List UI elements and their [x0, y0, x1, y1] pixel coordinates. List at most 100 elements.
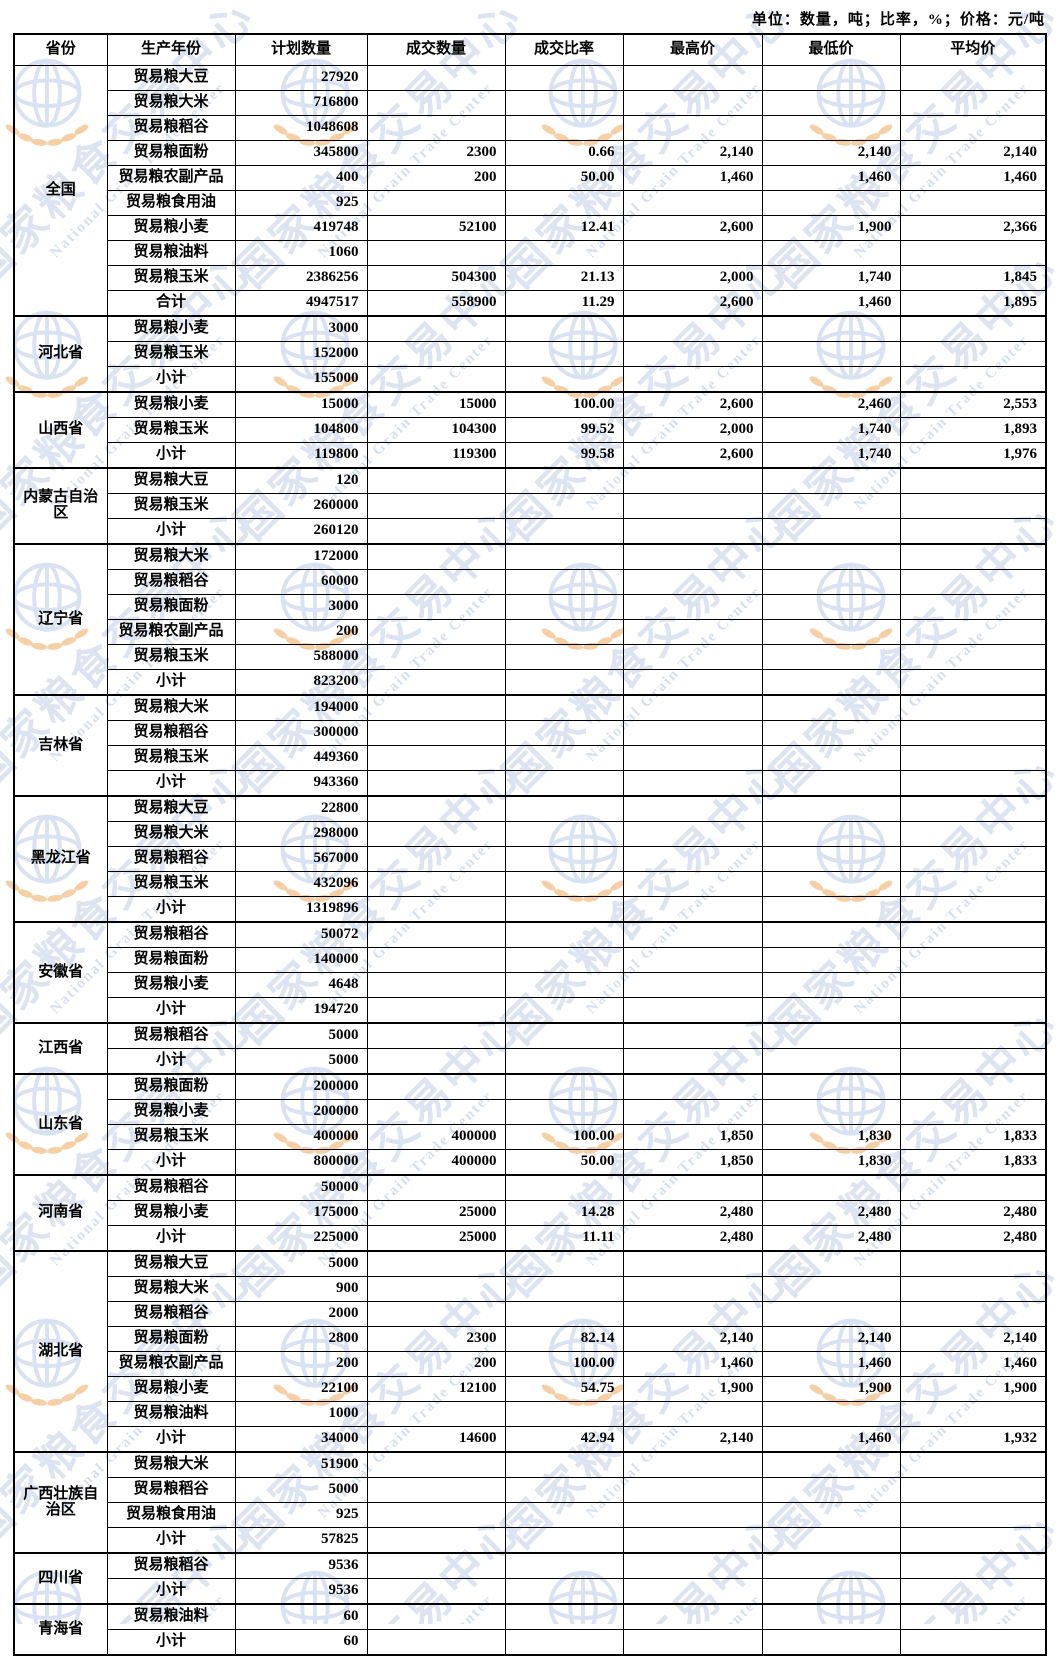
table-row: 贸易粮小麦 200000 — [14, 1099, 1047, 1125]
value-cell: 1,900 — [761, 1376, 901, 1402]
year-variety-cell: 小计 — [106, 669, 236, 696]
province-cell: 吉林省 — [13, 694, 108, 797]
value-cell — [622, 315, 763, 342]
value-cell — [504, 240, 624, 266]
value-cell — [504, 947, 624, 973]
table-body: 全国 贸易粮大豆 27920 贸易粮大米 716800 贸易粮稻谷 1048608 贸易粮面粉… — [13, 65, 1047, 1656]
value-cell: 52100 — [366, 215, 506, 241]
value-cell: 1,460 — [761, 165, 901, 191]
value-cell: 9536 — [234, 1578, 368, 1605]
value-cell: 925 — [234, 1502, 368, 1528]
year-variety-cell: 贸易粮稻谷 — [106, 720, 236, 746]
value-cell — [899, 190, 1047, 216]
value-cell: 140000 — [234, 947, 368, 973]
value-cell — [899, 694, 1047, 721]
value-cell — [899, 795, 1047, 822]
year-variety-cell: 贸易粮玉米 — [106, 1124, 236, 1150]
value-cell — [622, 90, 763, 116]
table-row: 小计 34000 14600 42.94 2,140 1,460 1,932 — [14, 1426, 1047, 1453]
value-cell — [622, 947, 763, 973]
year-variety-cell: 贸易粮大米 — [106, 821, 236, 847]
value-cell: 9536 — [234, 1552, 368, 1579]
value-cell — [622, 1276, 763, 1302]
table-row: 贸易粮面粉 3000 — [14, 594, 1047, 620]
year-variety-cell: 贸易粮小麦 — [106, 1376, 236, 1402]
value-cell — [366, 594, 506, 620]
year-variety-cell: 贸易粮大豆 — [106, 795, 236, 822]
header-row: 省份 生产年份 计划数量 成交数量 成交比率 最高价 最低价 平均价 — [13, 33, 1047, 66]
value-cell: 1,976 — [899, 442, 1047, 469]
year-variety-cell: 贸易粮稻谷 — [106, 1552, 236, 1579]
value-cell — [622, 594, 763, 620]
value-cell: 823200 — [234, 669, 368, 696]
value-cell — [504, 1603, 624, 1630]
value-cell: 3000 — [234, 315, 368, 342]
value-cell — [366, 770, 506, 797]
table-row: 贸易粮食用油 925 — [14, 1502, 1047, 1528]
value-cell — [761, 190, 901, 216]
value-cell — [899, 1629, 1047, 1656]
province-cell: 湖北省 — [13, 1250, 108, 1453]
value-cell: 716800 — [234, 90, 368, 116]
value-cell: 82.14 — [504, 1326, 624, 1352]
value-cell: 34000 — [234, 1426, 368, 1453]
value-cell — [366, 190, 506, 216]
value-cell — [761, 694, 901, 721]
value-cell: 22100 — [234, 1376, 368, 1402]
value-cell: 2,140 — [622, 1326, 763, 1352]
value-cell — [761, 366, 901, 393]
value-cell — [366, 1401, 506, 1427]
year-variety-cell: 小计 — [106, 1149, 236, 1176]
table-header: 省份 生产年份 计划数量 成交数量 成交比率 最高价 最低价 平均价 — [13, 33, 1047, 66]
value-cell — [504, 846, 624, 872]
value-cell — [622, 770, 763, 797]
value-cell: 1,460 — [899, 165, 1047, 191]
value-cell: 25000 — [366, 1225, 506, 1252]
table-row: 贸易粮油料 1060 — [14, 240, 1047, 266]
value-cell — [899, 1552, 1047, 1579]
value-cell — [761, 1552, 901, 1579]
value-cell: 155000 — [234, 366, 368, 393]
value-cell — [504, 795, 624, 822]
value-cell — [622, 745, 763, 771]
value-cell: 1,845 — [899, 265, 1047, 291]
value-cell — [366, 240, 506, 266]
value-cell — [366, 1174, 506, 1201]
value-cell — [899, 543, 1047, 570]
year-variety-cell: 小计 — [106, 1629, 236, 1656]
value-cell — [899, 518, 1047, 545]
value-cell — [761, 341, 901, 367]
value-cell — [622, 493, 763, 519]
year-variety-cell: 贸易粮玉米 — [106, 871, 236, 897]
year-variety-cell: 贸易粮油料 — [106, 1603, 236, 1630]
value-cell — [504, 1629, 624, 1656]
value-cell — [761, 315, 901, 342]
value-cell — [504, 720, 624, 746]
year-variety-cell: 贸易粮面粉 — [106, 594, 236, 620]
value-cell: 2,480 — [899, 1225, 1047, 1252]
value-cell — [366, 1022, 506, 1049]
table-row: 辽宁省 贸易粮大米 172000 — [13, 543, 1047, 696]
value-cell: 2,140 — [761, 1326, 901, 1352]
year-variety-cell: 贸易粮大米 — [106, 543, 236, 570]
value-cell: 175000 — [234, 1200, 368, 1226]
value-cell — [366, 694, 506, 721]
value-cell — [622, 1174, 763, 1201]
value-cell — [366, 1250, 506, 1277]
value-cell — [504, 1174, 624, 1201]
value-cell: 100.00 — [504, 1351, 624, 1377]
value-cell — [622, 240, 763, 266]
value-cell — [761, 1174, 901, 1201]
value-cell — [899, 921, 1047, 948]
value-cell: 1,900 — [761, 215, 901, 241]
value-cell: 152000 — [234, 341, 368, 367]
value-cell — [504, 1022, 624, 1049]
value-cell — [761, 669, 901, 696]
value-cell — [899, 1250, 1047, 1277]
value-cell: 2800 — [234, 1326, 368, 1352]
value-cell: 2,460 — [761, 391, 901, 418]
table-row: 小计 225000 25000 11.11 2,480 2,480 2,480 — [14, 1225, 1047, 1252]
table-row: 贸易粮农副产品 200 — [14, 619, 1047, 645]
value-cell: 12.41 — [504, 215, 624, 241]
province-cell: 辽宁省 — [13, 543, 108, 696]
